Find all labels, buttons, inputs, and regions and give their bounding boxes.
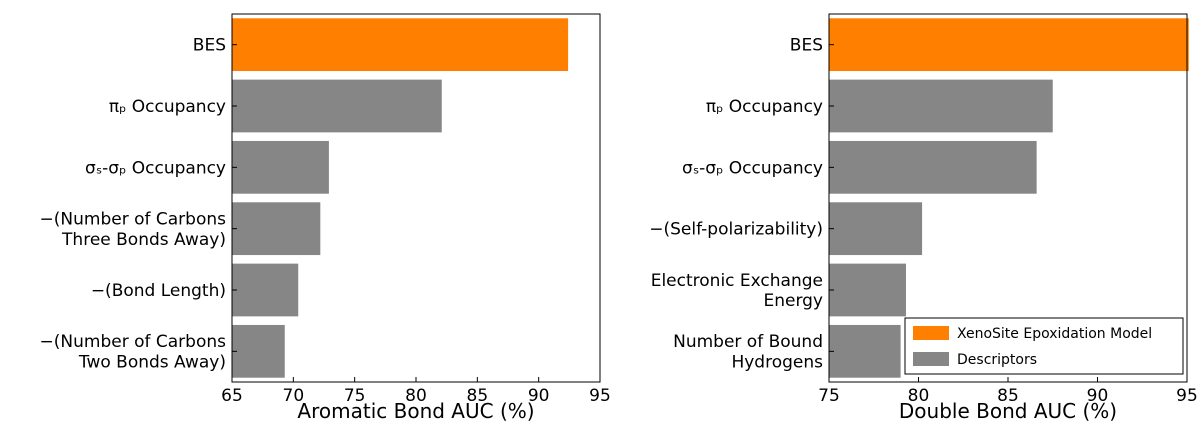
bar — [232, 18, 569, 72]
y-tick-label: −(Number of Carbons Three Bonds Away) — [40, 209, 227, 249]
bar — [829, 79, 1053, 133]
y-tick-label: BES — [790, 36, 823, 56]
x-axis-label: Double Bond AUC (%) — [899, 399, 1117, 423]
y-tick-label: Electronic Exchange Energy — [651, 271, 823, 311]
bar — [232, 140, 329, 194]
x-axis-label: Aromatic Bond AUC (%) — [297, 399, 534, 423]
x-tick-label: 80 — [405, 386, 427, 406]
y-tick-label: σₛ-σₚ Occupancy — [85, 158, 226, 178]
bar — [829, 140, 1037, 194]
x-tick-label: 95 — [1176, 386, 1197, 406]
x-tick-label: 90 — [528, 386, 550, 406]
bar — [232, 263, 299, 317]
bar — [829, 263, 906, 317]
y-tick-label: πₚ Occupancy — [109, 97, 226, 117]
plot-frame — [231, 13, 601, 383]
legend-label: Descriptors — [957, 352, 1037, 368]
x-tick-label: 75 — [344, 386, 366, 406]
bar — [829, 18, 1189, 72]
y-tick-label: πₚ Occupancy — [706, 97, 823, 117]
legend-label: XenoSite Epoxidation Model — [957, 326, 1152, 342]
y-tick-label: Number of Bound Hydrogens — [673, 332, 823, 372]
y-tick-label: −(Number of Carbons Two Bonds Away) — [40, 332, 227, 372]
x-tick-label: 80 — [908, 386, 930, 406]
x-tick-label: 65 — [221, 386, 243, 406]
x-tick-label: 70 — [283, 386, 305, 406]
bar — [232, 324, 285, 378]
bar — [829, 202, 923, 256]
plot-frame — [828, 13, 1188, 383]
bar — [232, 79, 442, 133]
x-tick-label: 90 — [1087, 386, 1109, 406]
bar — [829, 324, 901, 378]
y-tick-label: −(Bond Length) — [91, 281, 226, 301]
bar — [232, 202, 321, 256]
x-tick-label: 85 — [997, 386, 1019, 406]
y-tick-label: BES — [193, 36, 226, 56]
legend-box — [904, 317, 1184, 375]
y-tick-label: −(Self-polarizability) — [649, 220, 823, 240]
legend-swatch — [913, 352, 949, 366]
x-tick-label: 75 — [818, 386, 840, 406]
y-tick-label: σₛ-σₚ Occupancy — [682, 158, 823, 178]
legend-swatch — [913, 326, 949, 340]
x-tick-label: 95 — [589, 386, 611, 406]
x-tick-label: 85 — [467, 386, 489, 406]
